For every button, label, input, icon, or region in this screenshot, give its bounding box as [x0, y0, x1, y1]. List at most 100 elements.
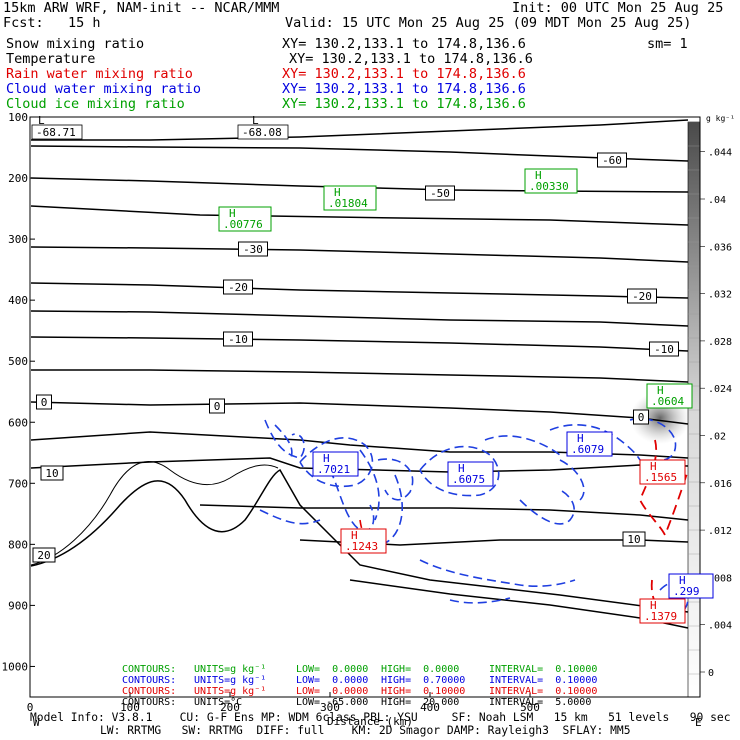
rain-high-marker: H	[650, 599, 657, 612]
colorbar-tick-label: .016	[708, 479, 732, 490]
field-label: Temperature	[6, 51, 96, 67]
forecast-hour: Fcst: 15 h	[3, 15, 101, 31]
low-value: -68.71	[36, 126, 76, 139]
contour-legend-interval: INTERVAL= 0.10000	[489, 664, 598, 675]
cloud-ice-high-marker: H	[334, 186, 341, 199]
isotherm-label-box	[238, 241, 268, 257]
cloud-ice-high-box	[218, 206, 272, 232]
valid-time: Valid: 15 UTC Mon 25 Aug 25 (09 MDT Mon …	[285, 15, 692, 31]
isotherm-label-box	[40, 465, 64, 481]
cloud-water-contour	[419, 559, 576, 587]
isotherm-label: -60	[602, 154, 622, 167]
contour-legend-low: LOW= 0.0000	[296, 675, 369, 686]
cloud-water-contour	[377, 458, 414, 501]
contour-legend-interval: INTERVAL= 0.10000	[489, 675, 598, 686]
cloud-ice-high-box	[524, 168, 578, 194]
field-label: Rain water mixing ratio	[6, 66, 193, 82]
colorbar-tick-label: .008	[708, 573, 732, 584]
rain-contour	[639, 439, 689, 538]
isotherm-label-box	[223, 331, 253, 347]
model-title: 15km ARW WRF, NAM-init -- NCAR/MMM	[3, 0, 280, 16]
footer-physics-info: LW: RRTMG SW: RRTMG DIFF: full KM: 2D Sm…	[100, 724, 631, 737]
contour-legend-interval: INTERVAL= 0.10000	[489, 686, 598, 697]
field-label: Cloud ice mixing ratio	[6, 96, 185, 112]
contour-legend-units: UNITS=g kg⁻¹	[194, 686, 267, 697]
isotherm-label: -10	[228, 333, 248, 346]
contour-legend-high: HIGH= 0.70000	[381, 675, 466, 686]
cloud-water-high-box	[447, 461, 494, 487]
colorbar-tick-label: .032	[708, 290, 732, 301]
contour-legend-high: HIGH= 20.000	[381, 697, 460, 708]
cloud-water-contour	[329, 469, 375, 532]
cloud-water-contour	[299, 437, 374, 487]
low-value: -68.08	[242, 126, 282, 139]
isotherm-label: -50	[430, 187, 450, 200]
isotherm	[30, 431, 689, 459]
isotherm-label: 10	[45, 467, 58, 480]
cloud-ice-high-marker: H	[657, 384, 664, 397]
isotherm-label-box	[209, 398, 225, 414]
isotherm	[30, 310, 689, 327]
isotherm	[199, 504, 689, 521]
colorbar-tick-label: 0	[708, 668, 714, 679]
y-tick-label: 600	[8, 416, 28, 429]
field-label: Snow mixing ratio	[6, 36, 145, 52]
colorbar-tick-label: .044	[708, 148, 732, 159]
y-tick-label: 400	[8, 294, 28, 307]
contour-legend-contours: CONTOURS:	[122, 675, 177, 686]
x-axis-title: Distance (km)	[327, 715, 413, 728]
cloud-ice-high-marker: H	[229, 207, 236, 220]
field-section-xy: XY= 130.2,133.1 to 174.8,136.6	[282, 81, 526, 97]
contour-legend-contours: CONTOURS:	[122, 697, 177, 708]
isotherm-label: 0	[214, 400, 221, 413]
cloud-water-high-value: .7021	[317, 463, 350, 476]
colorbar-tick-label: .004	[708, 621, 732, 632]
cloud-water-high-box	[668, 573, 714, 599]
y-tick-label: 800	[8, 538, 28, 551]
field-section-xy: XY= 130.2,133.1 to 174.8,136.6	[282, 66, 526, 82]
init-time: Init: 00 UTC Mon 25 Aug 25	[512, 0, 724, 16]
rain-high-box	[639, 598, 686, 624]
isotherm-label-box	[627, 288, 657, 304]
field-extra: sm= 1	[647, 36, 688, 52]
isotherm-label: -30	[243, 243, 263, 256]
colorbar-tick-label: .012	[708, 526, 732, 537]
colorbar	[688, 122, 700, 697]
cloud-water-contour	[559, 459, 585, 501]
contour-legend-contours: CONTOURS:	[122, 664, 177, 675]
cloud-water-high-value: .6079	[571, 443, 604, 456]
contour-legend-units: UNITS=g kg⁻¹	[194, 664, 267, 675]
contour-legend-high: HIGH= 0.0000	[381, 664, 460, 675]
colorbar-tick-label: .036	[708, 242, 732, 253]
y-tick-label: 100	[8, 111, 28, 124]
isotherm	[30, 401, 689, 425]
contour-legend-units: UNITS=g kg⁻¹	[194, 675, 267, 686]
low-box	[237, 124, 289, 140]
cloud-water-high-value: .6075	[452, 473, 485, 486]
cloud-water-contour	[264, 419, 305, 459]
contour-legend-low: LOW= -65.000	[296, 697, 369, 708]
field-section-xy: XY= 130.2,133.1 to 174.8,136.6	[282, 96, 526, 112]
cloud-water-high-marker: H	[323, 452, 330, 465]
x-tick-label: 500	[520, 701, 540, 714]
rain-high-box	[639, 459, 686, 485]
cloud-water-high-marker: H	[458, 462, 465, 475]
isotherm-label: 0	[638, 411, 645, 424]
x-tick-label: 200	[220, 701, 240, 714]
isotherm	[30, 457, 689, 473]
cloud-water-contour	[259, 509, 321, 525]
isotherm-label-box	[36, 394, 52, 410]
contour-legend-interval: INTERVAL= 5.0000	[489, 697, 592, 708]
low-box	[31, 124, 83, 140]
x-tick-label: 100	[120, 701, 140, 714]
y-tick-label: 1000	[2, 660, 29, 673]
isotherm	[349, 579, 689, 629]
isotherm-label-box	[223, 279, 253, 295]
rain-high-marker: H	[351, 529, 358, 542]
contour-legend-units: UNITS=°C	[194, 697, 243, 708]
isotherm-label: 0	[41, 396, 48, 409]
low-marker: L	[38, 114, 45, 127]
cloud-ice-high-box	[323, 185, 377, 211]
cloud-ice-high-value: .0604	[651, 395, 684, 408]
